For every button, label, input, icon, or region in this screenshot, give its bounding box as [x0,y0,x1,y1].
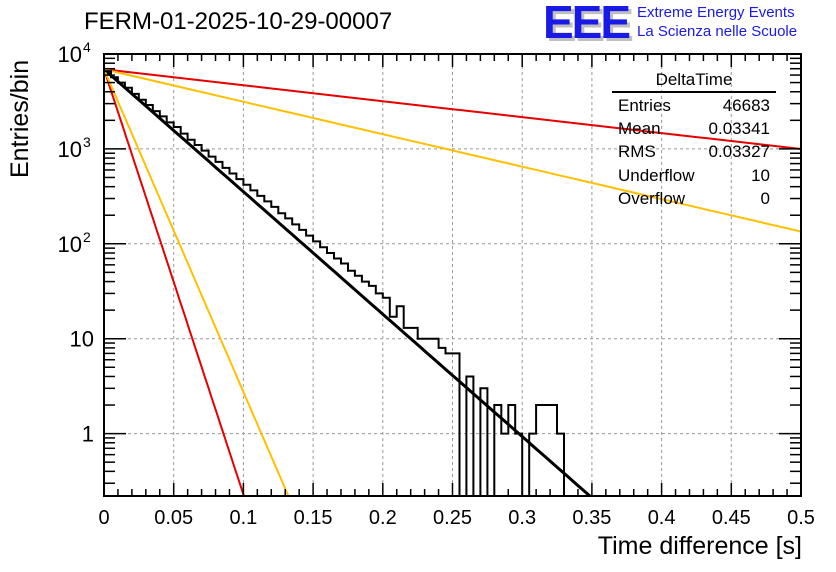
y-tick-exponent: 2 [83,229,91,245]
stats-label: Mean [618,119,661,139]
x-tick-label: 0.5 [787,507,815,529]
eee-logo: EEE [543,0,631,48]
curve-yellow-shallow [104,68,801,233]
y-tick-label: 10 [58,42,82,67]
chart-title: FERM-01-2025-10-29-00007 [84,8,393,35]
stats-value: 10 [751,165,770,185]
stats-label: Overflow [618,188,686,208]
stats-label: RMS [618,142,656,162]
stats-value: 0.03327 [708,142,770,162]
stats-value: 0.03341 [708,119,770,139]
stats-row-rms: RMS 0.03327 [612,140,776,163]
x-tick-label: 0.35 [572,507,611,529]
x-tick-label: 0.45 [712,507,751,529]
y-tick-exponent: 3 [83,134,91,150]
curve-yellow-steep [104,68,290,496]
curve-red-shallow [104,68,801,150]
x-tick-label: 0.05 [154,507,193,529]
x-axis-label: Time difference [s] [597,532,802,560]
curve-fit [104,68,593,496]
y-tick-label: 10 [58,137,82,162]
y-tick-exponent: 4 [83,39,91,55]
stats-title: DeltaTime [612,70,776,93]
logo-caption: Extreme Energy Events La Scienza nelle S… [637,3,797,41]
y-tick-label: 1 [82,422,94,447]
x-tick-label: 0.3 [508,507,536,529]
y-tick-label: 10 [70,327,94,352]
y-tick-label: 10 [58,232,82,257]
stats-value: 46683 [722,96,770,115]
curves [104,68,801,496]
stats-label: Underflow [618,165,695,185]
stats-row-overflow: Overflow 0 [612,187,776,210]
x-tick-label: 0.2 [369,507,397,529]
histogram-step-line [104,70,565,496]
axis-ticks [103,53,802,496]
stats-label: Entries [618,96,671,115]
y-axis-label: Entries/bin [6,59,34,178]
grid [104,54,801,496]
x-tick-label: 0.25 [433,507,472,529]
x-tick-label: 0 [98,507,109,529]
histogram [104,70,565,496]
logo-line-2: La Scienza nelle Scuole [637,23,798,40]
logo-line-1: Extreme Energy Events [637,4,795,21]
stats-box: DeltaTime Entries 46683 Mean 0.03341 RMS 0.… [612,70,776,210]
stats-row-entries: Entries 46683 [612,94,776,117]
curve-red-steep [104,68,245,496]
stats-value: 0 [760,188,770,208]
x-tick-label: 0.4 [648,507,676,529]
stats-row-mean: Mean 0.03341 [612,117,776,140]
x-tick-label: 0.15 [294,507,333,529]
x-tick-label: 0.1 [229,507,257,529]
stats-row-underflow: Underflow 10 [612,164,776,187]
